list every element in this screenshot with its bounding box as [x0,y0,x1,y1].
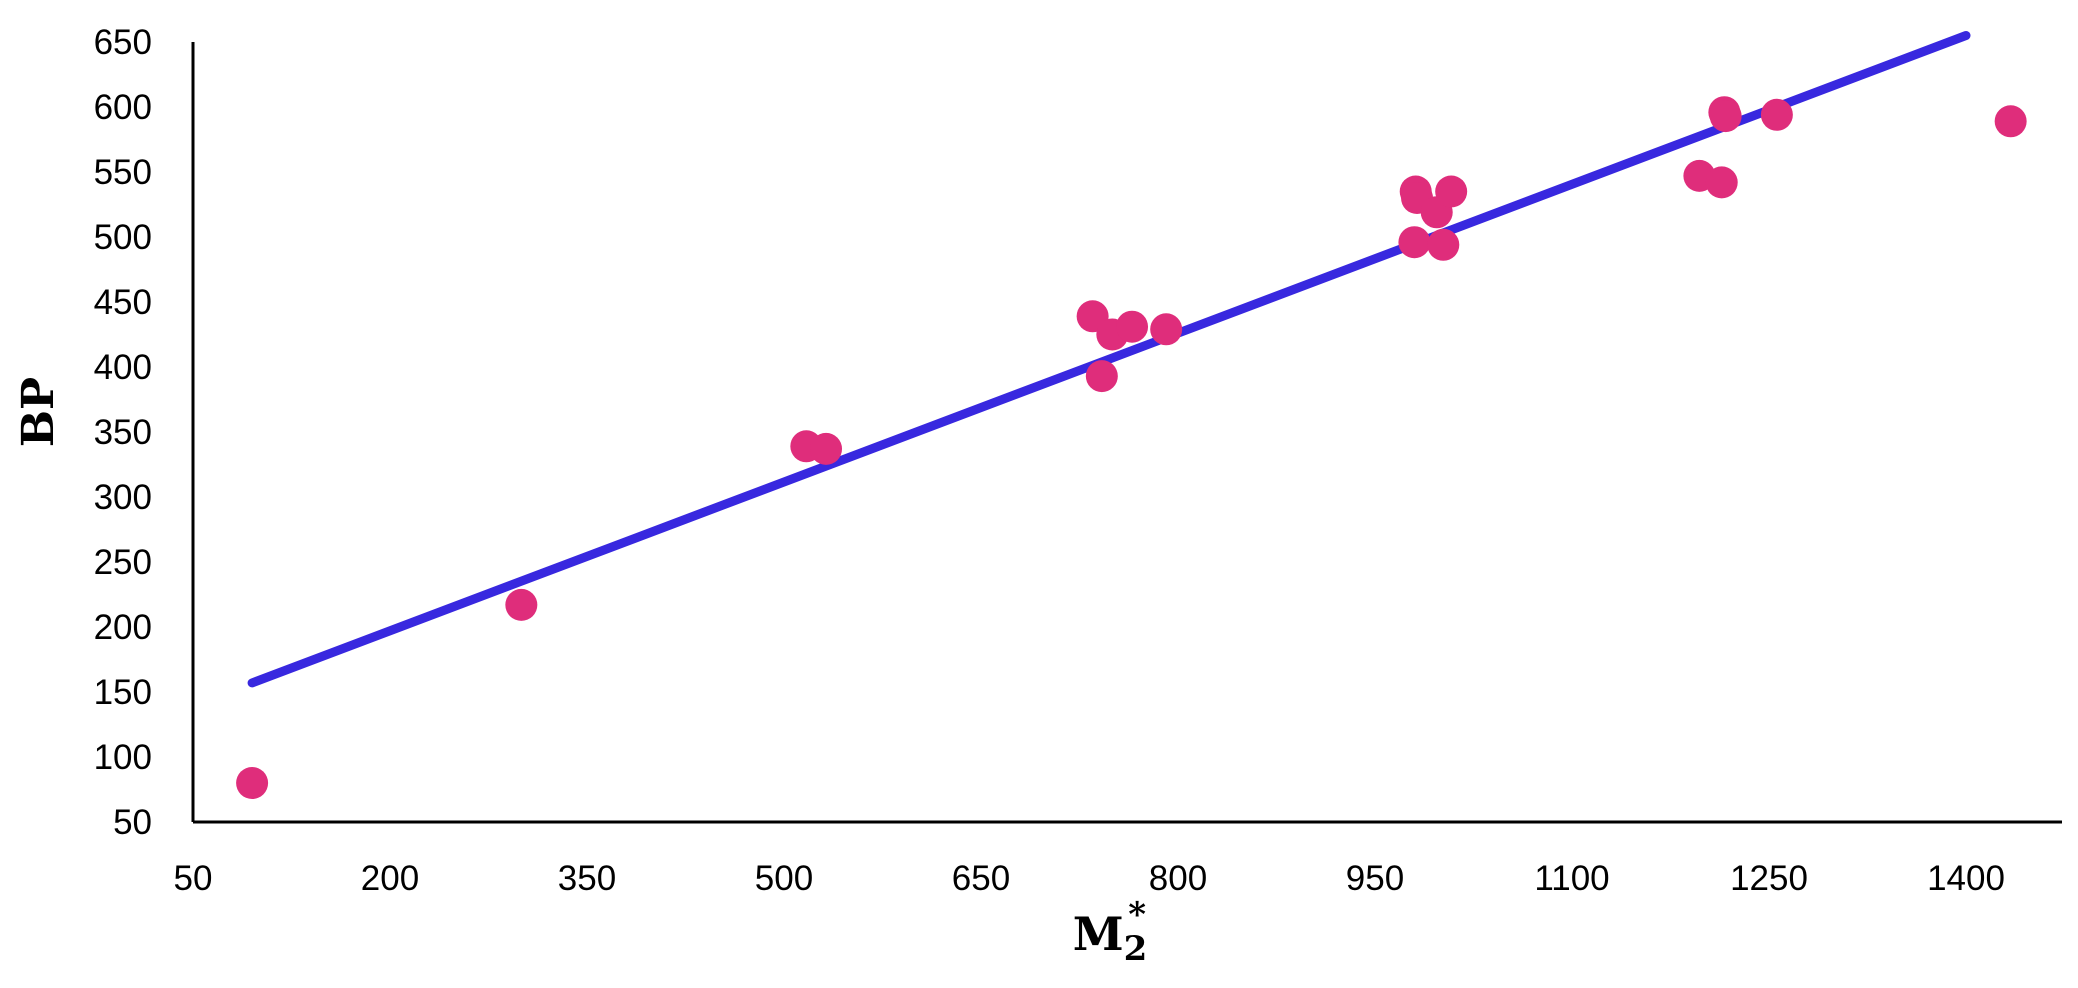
data-points [236,96,2027,799]
data-point [505,588,538,621]
x-tick-label: 1250 [1730,859,1808,898]
y-tick-label: 150 [94,673,152,712]
data-point [1085,360,1118,393]
data-point [1398,226,1431,259]
trendline [247,31,1971,688]
x-axis-label-superscript: * [1128,895,1146,935]
data-point [1435,175,1468,208]
x-tick-label: 1400 [1927,859,2005,898]
y-tick-labels: 50 100 150 200 250 300 350 400 450 500 550 600 650 [94,23,152,842]
y-tick-label: 650 [94,23,152,62]
y-tick-label: 100 [94,738,152,777]
y-axis-label: BP [13,377,64,447]
data-point [1116,310,1149,343]
x-tick-label: 800 [1149,859,1207,898]
x-tick-label: 950 [1346,859,1404,898]
data-point [236,767,269,799]
y-tick-label: 200 [94,608,152,647]
x-tick-label: 50 [174,859,213,898]
y-tick-label: 250 [94,543,152,582]
y-tick-label: 400 [94,348,152,387]
y-tick-label: 600 [94,88,152,127]
data-point [1709,100,1742,133]
y-tick-label: 450 [94,283,152,322]
y-tick-label: 500 [94,218,152,257]
y-tick-label: 50 [113,803,152,842]
x-tick-labels: 50 200 350 500 650 800 950 1100 1250 1400 [174,859,2005,898]
data-point [1705,166,1738,199]
data-point [810,432,843,465]
x-tick-label: 1100 [1534,859,1609,898]
x-axis-label-subscript: 2 [1124,929,1148,969]
y-tick-label: 300 [94,478,152,517]
x-tick-label: 200 [361,859,419,898]
data-point [1427,228,1460,261]
data-point [1994,105,2027,138]
data-point [1150,313,1183,346]
x-tick-label: 650 [952,859,1010,898]
x-tick-label: 500 [755,859,813,898]
x-tick-label: 350 [558,859,616,898]
data-point [1760,98,1793,131]
x-axis-label: M2* [1073,895,1148,969]
y-tick-label: 550 [94,153,152,192]
y-tick-label: 350 [94,413,152,452]
x-axis-label-main: M [1073,907,1124,961]
